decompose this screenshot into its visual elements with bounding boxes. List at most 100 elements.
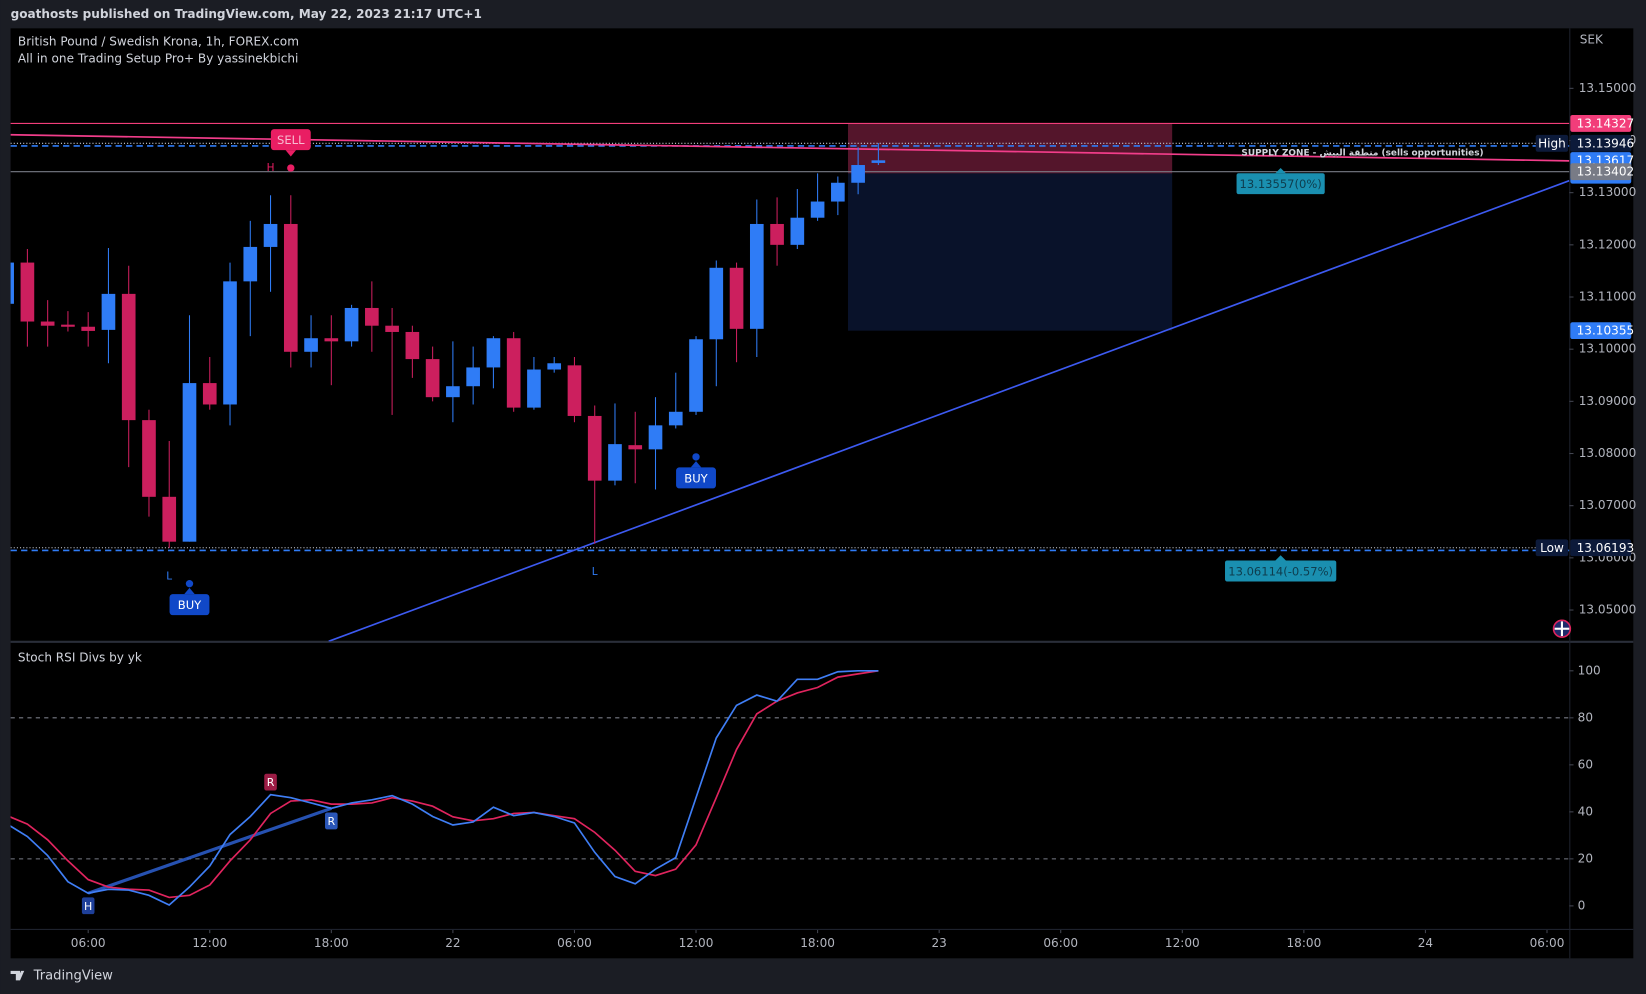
candle-body bbox=[10, 262, 14, 304]
signal-dot bbox=[692, 453, 700, 461]
candle-body bbox=[446, 386, 460, 398]
candle-body bbox=[405, 331, 420, 360]
y-tick-label: 20 bbox=[1578, 851, 1593, 865]
candle-body bbox=[182, 383, 197, 542]
signal-pointer bbox=[690, 461, 702, 468]
candle-body bbox=[243, 246, 258, 282]
x-tick-label: 24 bbox=[1418, 936, 1433, 950]
candle-body bbox=[223, 281, 237, 405]
x-tick-label: 23 bbox=[931, 936, 946, 950]
pivot-label: L bbox=[592, 566, 598, 578]
y-tick-label: 40 bbox=[1578, 804, 1593, 818]
target-label: 13.06114(-0.57%) bbox=[1228, 565, 1333, 579]
tradingview-logo bbox=[10, 970, 25, 981]
target-pointer bbox=[1275, 167, 1286, 174]
candle-body bbox=[202, 383, 217, 405]
candle-body bbox=[466, 367, 480, 387]
chart-subtitle: All in one Trading Setup Pro+ By yassine… bbox=[18, 51, 298, 65]
zone bbox=[847, 173, 1173, 331]
level-tag: Low bbox=[1540, 541, 1564, 555]
div-marker: H bbox=[84, 900, 92, 913]
level-tag-box bbox=[1535, 539, 1569, 557]
price-label: 13.13402 bbox=[1577, 165, 1635, 179]
signal-label: SELL bbox=[277, 133, 305, 147]
indicator-title: Stoch RSI Divs by yk bbox=[18, 651, 142, 665]
div-marker-box bbox=[81, 897, 95, 915]
x-tick-label: 06:00 bbox=[1530, 936, 1565, 950]
candle-body bbox=[608, 444, 622, 481]
candle-body bbox=[365, 307, 379, 326]
price-label-box bbox=[1570, 134, 1632, 152]
candle-body bbox=[871, 160, 886, 163]
candle-body bbox=[810, 201, 825, 218]
div-marker-box bbox=[325, 812, 338, 830]
y-tick-label: 13.07000 bbox=[1579, 498, 1637, 512]
candle-body bbox=[709, 267, 724, 340]
candle-body bbox=[587, 415, 602, 481]
target-label: 13.13557(0%) bbox=[1239, 177, 1321, 191]
zone bbox=[847, 123, 1173, 174]
level-tag-box bbox=[1535, 134, 1569, 152]
price-label: 13.13946 bbox=[1577, 136, 1635, 150]
y-tick-label: 80 bbox=[1578, 710, 1593, 724]
stoch-pane bbox=[10, 669, 1570, 906]
pivot-label: L bbox=[166, 570, 172, 582]
candle-body bbox=[20, 262, 35, 322]
chart-title: British Pound / Swedish Krona, 1h, FOREX… bbox=[18, 34, 299, 48]
candle-body bbox=[40, 321, 55, 326]
y-tick-label: 13.12000 bbox=[1579, 237, 1637, 251]
signal-badge bbox=[676, 467, 716, 489]
target-badge bbox=[1236, 173, 1325, 195]
y-tick-label: 13.09000 bbox=[1579, 394, 1637, 408]
brand: TradingView bbox=[33, 969, 113, 984]
candle-body bbox=[142, 420, 156, 497]
stoch-line bbox=[10, 669, 879, 899]
x-tick-label: 12:00 bbox=[192, 936, 227, 950]
candle-body bbox=[749, 223, 764, 329]
price-label-box bbox=[1570, 163, 1632, 181]
signal-dot bbox=[287, 164, 295, 172]
signal-pointer bbox=[285, 150, 297, 157]
zone-label: SUPPLY ZONE - منطقة البيش (sells opportu… bbox=[1241, 149, 1483, 159]
candle-body bbox=[729, 267, 744, 329]
x-tick-label: 12:00 bbox=[1165, 936, 1200, 950]
candle-body bbox=[790, 217, 805, 245]
x-tick-label: 18:00 bbox=[800, 936, 835, 950]
price-label: 13.10355 bbox=[1577, 324, 1635, 338]
candle-body bbox=[263, 223, 278, 247]
candle-body bbox=[101, 293, 116, 330]
div-marker-box bbox=[264, 773, 277, 791]
candle-body bbox=[831, 182, 845, 202]
pivot-label: H bbox=[267, 162, 275, 174]
candle-body bbox=[770, 223, 784, 245]
flag-icon bbox=[1552, 619, 1572, 638]
y-tick-label: 60 bbox=[1578, 757, 1593, 771]
y-tick-label: 13.13000 bbox=[1579, 185, 1637, 199]
y-tick-label: 13.11000 bbox=[1579, 290, 1637, 304]
currency: SEK bbox=[1580, 32, 1604, 46]
candle-body bbox=[486, 338, 501, 368]
candle-body bbox=[344, 307, 359, 342]
candle-body bbox=[81, 326, 96, 331]
div-marker: R bbox=[267, 776, 275, 789]
price-label: 13.14327 bbox=[1577, 116, 1635, 130]
signal-pointer bbox=[184, 587, 195, 595]
x-tick-label: 22 bbox=[445, 936, 460, 950]
header: goathosts published on TradingView.com, … bbox=[11, 7, 482, 21]
x-tick-label: 06:00 bbox=[1043, 936, 1078, 950]
signal-badge bbox=[270, 129, 311, 151]
candle-body bbox=[324, 338, 339, 342]
candle-body bbox=[385, 325, 399, 332]
target-badge bbox=[1225, 560, 1337, 582]
candle-body bbox=[425, 359, 440, 398]
price-label: 13.06193 bbox=[1577, 541, 1635, 555]
stoch-line bbox=[10, 669, 879, 906]
level-tag: High bbox=[1538, 136, 1566, 150]
x-tick-label: 06:00 bbox=[71, 936, 106, 950]
candle-body bbox=[527, 369, 541, 408]
target-pointer bbox=[1275, 555, 1286, 561]
trendline bbox=[328, 179, 1570, 642]
x-tick-label: 18:00 bbox=[314, 936, 349, 950]
x-tick-label: 12:00 bbox=[679, 936, 714, 950]
